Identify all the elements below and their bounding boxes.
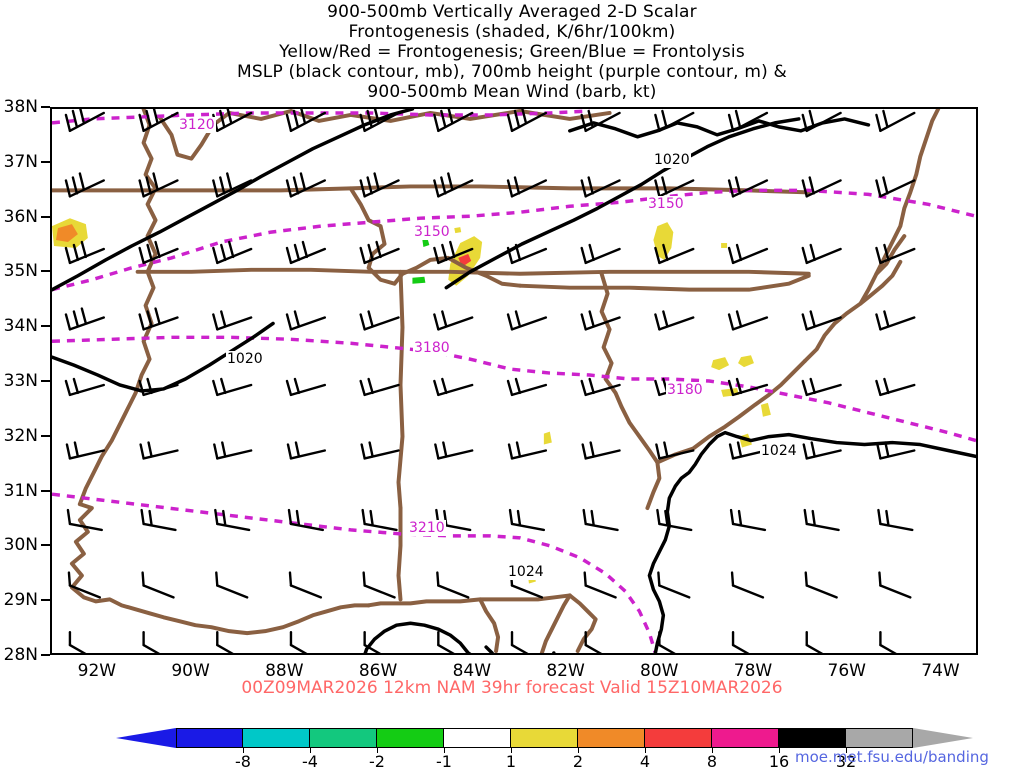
map-plot-area: 3120 3150 3150 3180 3180 3210 1020 1020 1024 1024 <box>50 107 978 655</box>
colorbar-over-arrow <box>913 728 973 748</box>
colorbar-tick-label: -8 <box>235 752 251 771</box>
colorbar-segment <box>779 728 846 748</box>
contour-label: 1020 <box>653 152 691 168</box>
height-contours-700mb <box>52 109 976 653</box>
colorbar-segment <box>846 728 913 748</box>
colorbar-tick-label: 16 <box>768 752 790 771</box>
title-line-4: MSLP (black contour, mb), 700mb height (… <box>236 62 788 82</box>
latitude-tick-label: 37N <box>3 151 38 172</box>
longitude-tick-label: 80W <box>640 661 679 681</box>
longitude-tick-label: 92W <box>77 661 117 681</box>
colorbar-tick <box>310 748 311 753</box>
latitude-tick-label: 29N <box>3 590 38 611</box>
longitude-tick-label: 76W <box>827 661 866 681</box>
latitude-tick-mark <box>41 160 50 163</box>
latitude-tick-mark <box>41 489 50 492</box>
latitude-tick-label: 33N <box>3 371 38 391</box>
longitude-tick-label: 88W <box>265 661 304 681</box>
contour-label: 3210 <box>408 520 446 536</box>
colorbar-tick <box>243 748 244 753</box>
colorbar-tick <box>712 748 713 753</box>
colorbar-tick-label: -2 <box>369 752 385 771</box>
title-line-3: Yellow/Red = Frontogenesis; Green/Blue =… <box>279 42 745 62</box>
latitude-tick-label: 31N <box>3 480 38 501</box>
latitude-tick-mark <box>41 599 50 602</box>
colorbar-tick <box>444 748 445 753</box>
colorbar-segment <box>645 728 712 748</box>
longitude-tick-label: 84W <box>452 661 492 681</box>
latitude-tick-mark <box>41 106 50 108</box>
latitude-tick-mark <box>41 215 50 218</box>
wind-barbs <box>64 109 916 653</box>
latitude-tick-label: 38N <box>3 97 38 117</box>
colorbar-tick <box>377 748 378 753</box>
colorbar-segment <box>377 728 444 748</box>
latitude-tick-label: 28N <box>3 645 38 665</box>
colorbar-segment <box>712 728 779 748</box>
forecast-caption: 00Z09MAR2026 12km NAM 39hr forecast Vali… <box>241 678 783 698</box>
colorbar-segment <box>310 728 377 748</box>
colorbar-segment <box>176 728 243 748</box>
map-canvas <box>52 109 976 653</box>
contour-label: 3180 <box>666 382 704 398</box>
colorbar-tick-label: 4 <box>639 752 651 771</box>
contour-label: 3180 <box>413 340 451 356</box>
title-line-1: 900-500mb Vertically Averaged 2-D Scalar <box>327 2 697 22</box>
longitude-tick-label: 74W <box>921 661 960 681</box>
title-line-5: 900-500mb Mean Wind (barb, kt) <box>367 82 657 102</box>
contour-label: 3120 <box>178 117 216 133</box>
latitude-tick-mark <box>41 325 50 328</box>
colorbar-tick-label: -4 <box>302 752 318 771</box>
colorbar-tick <box>578 748 579 753</box>
latitude-tick-mark <box>41 270 50 273</box>
longitude-tick-label: 90W <box>171 661 210 681</box>
title-line-2: Frontogenesis (shaded, K/6hr/100km) <box>348 22 676 42</box>
latitude-tick-mark <box>41 380 50 382</box>
contour-label: 3150 <box>413 224 451 240</box>
chart-title-block: 900-500mb Vertically Averaged 2-D Scalar… <box>0 2 1024 102</box>
contour-label: 3150 <box>647 196 685 212</box>
latitude-tick-mark <box>41 544 50 547</box>
colorbar-under-arrow <box>116 728 176 748</box>
colorbar-tick <box>846 748 847 753</box>
colorbar-tick <box>779 748 780 753</box>
latitude-tick-mark <box>41 434 50 437</box>
latitude-tick-mark <box>41 654 50 656</box>
contour-label: 1024 <box>507 564 545 580</box>
contour-label: 1024 <box>760 443 798 459</box>
colorbar-tick-label: -1 <box>436 752 452 771</box>
latitude-tick-label: 30N <box>3 535 38 556</box>
longitude-axis: 92W 90W 88W 86W 84W 82W 80W 78W 76W 74W <box>50 655 978 683</box>
latitude-tick-label: 36N <box>3 206 38 227</box>
latitude-tick-label: 35N <box>3 261 38 282</box>
colorbar-tick-label: 1 <box>505 752 517 771</box>
longitude-tick-label: 82W <box>546 661 585 681</box>
colorbar-tick <box>645 748 646 753</box>
source-watermark: moe.met.fsu.edu/banding <box>795 748 989 766</box>
colorbar-tick-label: 32 <box>835 752 857 771</box>
colorbar-segment <box>444 728 511 748</box>
longitude-tick-label: 78W <box>733 661 773 681</box>
contour-label: 1020 <box>226 351 264 367</box>
colorbar-tick-label: 2 <box>572 752 584 771</box>
state-boundaries <box>52 109 941 653</box>
colorbar: -8 -4 -2 -1 1 2 4 8 16 32 <box>116 728 973 771</box>
colorbar-segment <box>578 728 645 748</box>
latitude-tick-label: 32N <box>3 425 38 446</box>
longitude-tick-label: 86W <box>358 661 398 681</box>
colorbar-segment <box>243 728 310 748</box>
latitude-tick-label: 34N <box>3 316 38 337</box>
colorbar-tick <box>511 748 512 753</box>
colorbar-segment <box>511 728 578 748</box>
latitude-axis: 28N 29N 30N 31N 32N 33N 34N 35N 36N 37N 38N <box>0 97 50 665</box>
colorbar-tick-label: 8 <box>706 752 718 771</box>
